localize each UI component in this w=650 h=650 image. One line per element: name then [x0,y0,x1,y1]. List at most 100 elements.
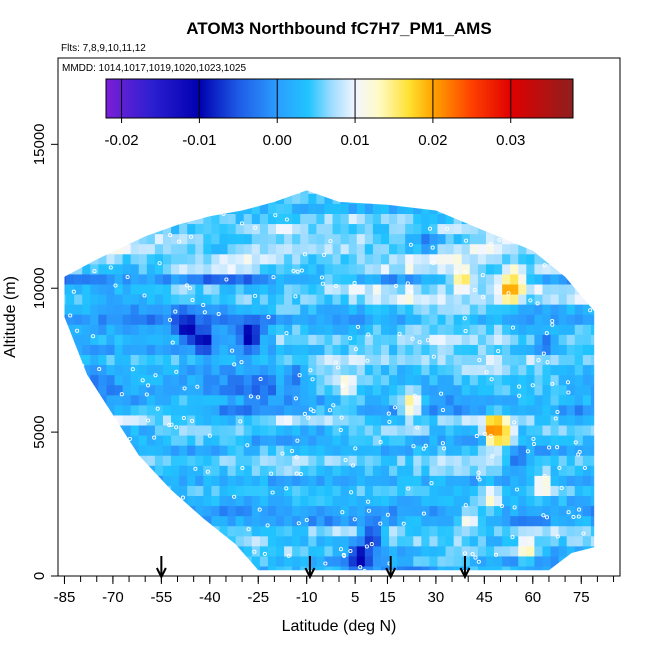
heatmap-cell [550,344,560,356]
heatmap-cell [308,293,317,305]
heatmap-cell [494,190,503,194]
heatmap-cell [64,374,67,386]
sample-marker [190,297,195,303]
heatmap-cell [154,465,164,476]
heatmap-cell [518,404,527,416]
heatmap-cell [405,364,414,376]
heatmap-cell [590,505,595,517]
heatmap-cell [389,354,398,366]
heatmap-cell [171,555,180,567]
heatmap-cell [510,324,519,335]
heatmap-cell [542,283,552,295]
heatmap-cell [502,424,511,436]
sample-marker [571,565,576,570]
heatmap-cell [534,364,544,376]
sample-marker [582,465,587,470]
heatmap-cell [582,445,592,456]
heatmap-cell [187,324,196,335]
heatmap-cell [550,404,560,416]
heatmap-cell [526,555,535,567]
heatmap-cell [219,324,229,335]
heatmap-cell [154,434,164,446]
heatmap-cell [469,485,479,497]
heatmap-cell [219,364,229,376]
sample-marker [209,554,215,559]
heatmap-cell [179,374,188,386]
heatmap-cell [308,354,317,366]
heatmap-cell [154,263,164,275]
heatmap-cell [550,324,560,335]
heatmap-cell [356,525,366,537]
heatmap-cell [219,233,229,245]
sample-marker [423,443,428,448]
heatmap-cell [397,273,406,285]
heatmap-cell [82,404,91,416]
heatmap-cell [251,253,261,265]
heatmap-cell [276,193,285,204]
heatmap-cell [582,364,592,376]
heatmap-cell [582,394,592,406]
heatmap-cell [267,555,277,567]
heatmap-cell [300,173,309,184]
heatmap-cell [502,374,511,386]
heatmap-cell [502,495,511,507]
heatmap-cell [421,324,431,335]
heatmap-cell [364,213,374,225]
heatmap-cell [364,475,374,486]
heatmap-cell [413,273,422,285]
heatmap-cell [445,324,455,335]
heatmap-cell [267,515,277,527]
sample-marker [270,490,275,495]
heatmap-cell [267,190,277,194]
heatmap-cell [397,565,406,571]
heatmap-cell [324,445,334,456]
heatmap-cell [494,404,503,416]
heatmap-cell [558,243,568,255]
heatmap-cell [470,173,479,184]
heatmap-cell [485,545,495,557]
heatmap-cell [251,293,261,305]
heatmap-cell [542,173,551,184]
heatmap-cell [276,384,285,396]
heatmap-cell [518,190,527,194]
heatmap-cell [485,404,495,416]
heatmap-cell [267,213,277,225]
heatmap-cell [461,223,471,235]
sample-marker [576,514,581,519]
heatmap-cell [380,475,390,486]
heatmap-cell [64,555,67,567]
heatmap-cell [235,213,245,225]
heatmap-cell [566,253,576,265]
heatmap-cell [429,223,439,235]
heatmap-cell [364,354,374,366]
heatmap-cell [550,364,560,376]
heatmap-cell [316,465,326,476]
heatmap-cell [114,455,124,466]
heatmap-cell [413,314,422,325]
heatmap-cell [308,233,317,245]
heatmap-cell [138,223,148,235]
heatmap-cell [284,505,293,517]
heatmap-cell [324,485,334,497]
heatmap-cell [437,545,447,557]
heatmap-cell [574,485,584,497]
heatmap-cell [195,394,204,406]
heatmap-cell [590,384,595,396]
heatmap-cell [550,253,560,265]
heatmap-cell [550,304,560,315]
heatmap-cell [235,203,245,214]
heatmap-cell [267,505,277,517]
heatmap-cell [421,233,431,245]
heatmap-cell [122,253,132,265]
heatmap-cell [284,424,293,436]
heatmap-cell [332,324,342,335]
heatmap-cell [122,364,132,376]
heatmap-cell [429,505,439,517]
heatmap-cell [534,304,544,315]
heatmap-cell [590,495,595,507]
heatmap-cell [324,535,334,547]
heatmap-cell [203,243,213,255]
heatmap-cell [437,263,447,275]
heatmap-cell [574,424,584,436]
heatmap-cell [259,273,269,285]
